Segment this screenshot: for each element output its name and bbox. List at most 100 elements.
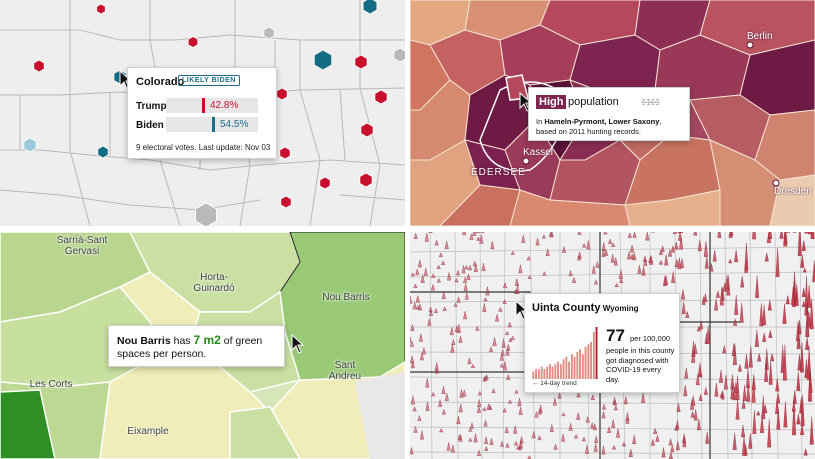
county-spike xyxy=(670,444,675,453)
county-spike xyxy=(458,403,463,413)
state-hex-12[interactable] xyxy=(279,146,291,160)
state-hex-14[interactable] xyxy=(359,172,373,188)
county-spike xyxy=(751,374,756,390)
state-hex-18[interactable] xyxy=(393,47,405,63)
tooltip-rest: of green spaces per person. xyxy=(117,335,263,360)
county-spike xyxy=(729,232,734,236)
county-spike xyxy=(434,368,439,374)
state-hex-1[interactable] xyxy=(187,36,199,48)
county-spike xyxy=(714,382,719,397)
state-hex-4[interactable] xyxy=(263,26,275,40)
population-description: In Hameln-Pyrmont, Lower Saxony, based o… xyxy=(536,117,686,137)
state-hex-16[interactable] xyxy=(195,202,217,226)
county-spike xyxy=(719,287,724,306)
county-spike xyxy=(722,282,727,292)
county-spike xyxy=(703,293,708,302)
county-spike xyxy=(733,318,738,326)
covid-map-panel: Uinta County Wyoming ← 14-day trend 77 p… xyxy=(410,232,815,459)
barcelona-map-panel: Sarrià-Sant Gervasi Horta-Guinardó Nou B… xyxy=(0,232,405,459)
county-spike xyxy=(483,419,488,427)
county-spike xyxy=(643,258,648,266)
county-spike xyxy=(717,232,722,238)
county-spike xyxy=(425,401,430,411)
county-spike xyxy=(421,346,426,355)
county-spike xyxy=(808,232,813,235)
state-hex-10[interactable] xyxy=(97,145,109,159)
state-hex-7[interactable] xyxy=(276,87,288,101)
state-hex-2[interactable] xyxy=(33,59,45,73)
cases-value: 77 xyxy=(606,326,625,345)
county-spike xyxy=(764,252,769,262)
county-spike xyxy=(438,252,443,258)
county-spike xyxy=(754,330,759,347)
county-spike xyxy=(783,232,788,244)
county-spike xyxy=(677,232,682,233)
county-spike xyxy=(630,244,635,253)
county-spike xyxy=(477,390,482,396)
county-spike xyxy=(698,393,703,401)
description-suffix: , xyxy=(659,117,662,126)
state-hex-17[interactable] xyxy=(362,0,378,15)
county-spike xyxy=(582,243,587,248)
county-spike xyxy=(468,437,473,442)
county-spike xyxy=(469,422,475,429)
trend-bar-chart xyxy=(532,327,598,379)
county-spike xyxy=(746,368,750,389)
county-spike xyxy=(751,377,756,403)
county-spike xyxy=(450,343,455,353)
county-spike xyxy=(632,232,637,238)
trend-bar xyxy=(537,369,540,379)
county-spike xyxy=(425,378,430,388)
county-spike xyxy=(674,424,679,431)
county-spike xyxy=(679,236,684,250)
state-hex-6[interactable] xyxy=(354,54,368,70)
state-hex-8[interactable] xyxy=(374,89,388,105)
trend-bar xyxy=(548,364,551,379)
district-label-sant-andreu: Sant Andreu xyxy=(328,360,362,382)
county-spike xyxy=(510,250,515,255)
county-spike xyxy=(808,372,813,393)
state-hex-9[interactable] xyxy=(23,137,37,153)
county-spike xyxy=(534,411,539,418)
county-spike xyxy=(590,394,595,400)
cases-unit: per 100,000 xyxy=(630,334,671,343)
county-spike xyxy=(468,264,473,271)
tooltip-has: has xyxy=(170,335,194,347)
county-spike xyxy=(521,234,526,243)
county-spike xyxy=(561,433,565,442)
county-spike xyxy=(709,263,714,272)
county-spike xyxy=(655,434,660,442)
city-label-dresden: Dresden xyxy=(774,186,812,197)
county-spike xyxy=(601,249,606,257)
state-hex-5[interactable] xyxy=(313,49,333,71)
county-spike xyxy=(607,425,612,433)
county-spike xyxy=(434,239,439,246)
county-spike xyxy=(601,242,606,251)
county-spike xyxy=(456,296,461,303)
county-spike xyxy=(767,419,772,448)
county-spike xyxy=(506,374,511,380)
county-spike xyxy=(576,412,581,420)
state-hex-11[interactable] xyxy=(360,122,374,138)
district-label-les-corts: Les Corts xyxy=(29,379,73,390)
county-spike xyxy=(621,441,626,447)
state-hex-13[interactable] xyxy=(319,176,331,190)
state-hex-15[interactable] xyxy=(280,195,292,209)
county-spike xyxy=(507,321,512,328)
county-spike xyxy=(782,303,787,324)
county-spike xyxy=(499,363,504,368)
county-spike xyxy=(515,284,520,294)
county-spike xyxy=(415,268,420,276)
county-spike xyxy=(696,418,701,431)
county-spike xyxy=(670,245,675,253)
county-spike xyxy=(601,410,606,419)
county-spike xyxy=(660,245,665,252)
county-spike xyxy=(719,369,723,383)
county-spike xyxy=(441,386,446,394)
trend-bar xyxy=(562,359,565,379)
county-spike xyxy=(482,303,487,312)
state-hex-0[interactable] xyxy=(96,3,106,15)
county-spike xyxy=(641,266,646,276)
county-spike xyxy=(476,236,481,241)
county-spike xyxy=(507,399,513,404)
